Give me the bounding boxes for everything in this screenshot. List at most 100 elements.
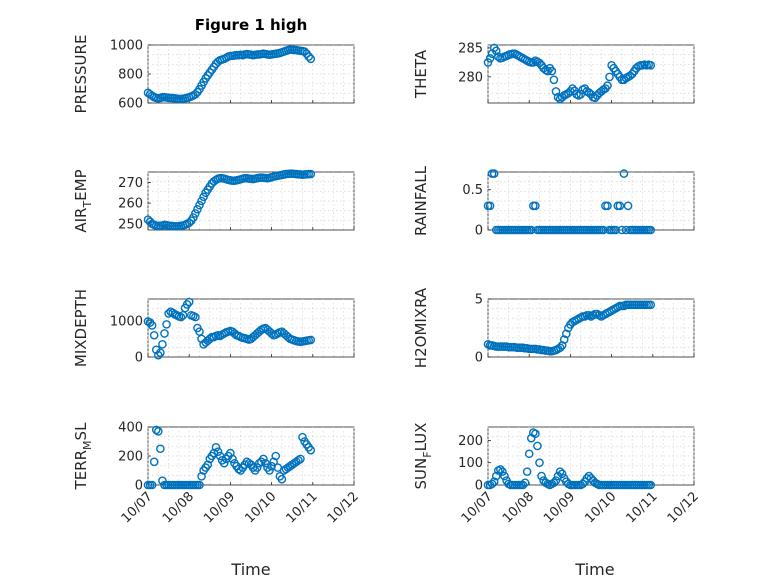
mixdepth-data-point [158, 340, 167, 349]
h2omixra-y-tick-label: 0 [475, 351, 483, 366]
pressure-data-point [300, 47, 309, 56]
mixdepth-data-point [306, 335, 316, 345]
pressure-series [143, 45, 316, 104]
sun-flux-data-point [646, 480, 656, 490]
terr-msl-data-point [219, 458, 229, 468]
air-temp-data-point [306, 169, 316, 179]
air-temp-data-point [191, 209, 200, 218]
subplot-rainfall: 0 0.5 RAINFALL [412, 165, 695, 239]
sun-flux-data-point [555, 467, 565, 476]
theta-data-point [491, 46, 501, 56]
theta-data-point [568, 84, 577, 93]
rainfall-data-point [489, 169, 499, 178]
pressure-y-axis-label: PRESSURE [72, 35, 90, 114]
sun-flux-data-point [531, 429, 540, 438]
rainfall-data-point [619, 169, 629, 178]
rainfall-y-tick-label: 0 [475, 224, 483, 239]
mixdepth-data-point [162, 320, 171, 329]
sun-flux-x-tick-label: 10/08 [500, 489, 537, 526]
terr-msl-data-point [195, 480, 204, 490]
air-temp-data-point [199, 192, 208, 202]
theta-data-point [646, 61, 656, 70]
mixdepth-series [143, 297, 316, 360]
pressure-data-point [304, 52, 313, 61]
subplot-theta: 280 285 THETA [412, 41, 695, 104]
terr-msl-y-tick-label: 200 [118, 450, 143, 465]
terr-msl-data-point [226, 448, 235, 458]
theta-data-point [603, 81, 612, 90]
air-temp-y-tick-label: 270 [118, 176, 143, 191]
air-temp-data-point [195, 200, 204, 210]
terr-msl-x-tick-label: 10/07 [119, 489, 156, 526]
terr-msl-y-tick-label: 400 [118, 421, 143, 436]
mixdepth-y-axis-label: MIXDEPTH [72, 289, 90, 367]
mixdepth-data-point [160, 329, 169, 338]
x-axis-label-left: Time [230, 560, 270, 579]
terr-msl-data-point [149, 457, 159, 467]
mixdepth-y-tick-label: 1000 [110, 314, 143, 329]
sun-flux-data-point [533, 441, 542, 451]
h2omixra-y-tick-label: 5 [475, 293, 483, 308]
theta-y-axis-label: THETA [412, 49, 430, 99]
terr-msl-x-tick-label: 10/09 [201, 489, 238, 526]
sun-flux-x-tick-label: 10/07 [459, 489, 496, 526]
theta-series [483, 43, 656, 104]
terr-msl-data-point [151, 425, 161, 435]
theta-data-point [535, 58, 544, 68]
figure-title: Figure 1 high [195, 16, 308, 34]
mixdepth-data-point [147, 321, 157, 330]
h2omixra-data-point [561, 329, 571, 339]
rainfall-data-point [485, 201, 495, 211]
terr-msl-data-point [252, 463, 262, 472]
terr-msl-y-tick-label: 0 [135, 479, 143, 494]
theta-y-tick-label: 280 [458, 70, 483, 85]
subplot-terr-msl: 0 200 400 10/07 10/08 10/09 10/10 10/11 10/12 TER… [72, 421, 362, 527]
theta-y-tick-label: 285 [458, 41, 483, 56]
terr-msl-data-point [269, 457, 278, 467]
air-temp-y-tick-label: 260 [118, 197, 143, 212]
rainfall-data-point [603, 201, 612, 211]
theta-data-point [551, 87, 561, 96]
pressure-data-point [306, 54, 316, 64]
sun-flux-x-tick-label: 10/12 [665, 489, 702, 526]
h2omixra-data-point [646, 300, 656, 310]
theta-data-point [485, 54, 495, 63]
terr-msl-data-point [306, 445, 316, 455]
rainfall-data-point [615, 201, 625, 211]
mixdepth-data-point [191, 312, 200, 322]
sun-flux-data-point [520, 478, 530, 488]
rainfall-series [483, 169, 656, 235]
rainfall-data-point [621, 225, 631, 235]
terr-msl-data-point [277, 474, 287, 484]
mixdepth-data-point [182, 300, 192, 309]
h2omixra-data-point [559, 335, 569, 344]
sun-flux-data-point [522, 467, 532, 476]
x-axis-label-right: Time [574, 560, 614, 579]
mixdepth-data-point [149, 330, 159, 340]
h2omixra-series [483, 300, 656, 356]
theta-data-point [529, 58, 538, 67]
rainfall-data-point [617, 225, 627, 235]
mixdepth-data-point [176, 312, 186, 322]
terr-msl-data-point [211, 442, 221, 452]
terr-msl-x-tick-label: 10/12 [325, 489, 362, 526]
sun-flux-x-tick-label: 10/09 [541, 489, 578, 526]
theta-data-point [483, 58, 493, 67]
terr-msl-data-point [265, 466, 274, 475]
sun-flux-y-axis-label: SUNFLUX [412, 423, 434, 490]
terr-msl-data-point [298, 432, 307, 442]
sun-flux-y-tick-label: 100 [458, 456, 483, 471]
terr-msl-x-tick-label: 10/08 [160, 489, 197, 526]
theta-data-point [493, 52, 503, 61]
theta-data-point [547, 66, 557, 76]
air-temp-y-axis-label: AIRTEMP [72, 169, 94, 232]
subplot-air-temp: 250 260 270 AIRTEMP [72, 169, 355, 233]
sun-flux-data-point [535, 458, 544, 467]
sun-flux-data-point [500, 471, 509, 481]
pressure-y-tick-label: 1000 [110, 39, 143, 54]
terr-msl-x-tick-label: 10/10 [242, 489, 279, 526]
air-temp-series [143, 169, 316, 231]
terr-msl-data-point [228, 454, 237, 464]
sun-flux-data-point [549, 478, 559, 488]
